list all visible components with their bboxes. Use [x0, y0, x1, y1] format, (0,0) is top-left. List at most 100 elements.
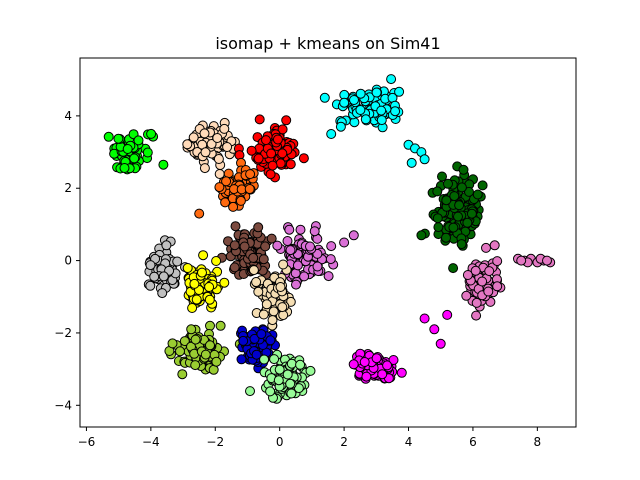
- data-point: [326, 241, 337, 252]
- data-point: [284, 224, 295, 235]
- data-point: [113, 133, 124, 144]
- data-point: [179, 336, 190, 347]
- data-point: [245, 386, 255, 397]
- data-point: [177, 369, 188, 380]
- data-point: [448, 263, 459, 274]
- data-point: [261, 135, 271, 146]
- data-point: [282, 236, 293, 246]
- data-point: [433, 222, 444, 233]
- data-point: [461, 290, 472, 301]
- data-point: [129, 153, 140, 164]
- data-point: [199, 128, 210, 139]
- data-point: [275, 158, 286, 169]
- data-point: [220, 197, 231, 208]
- data-point: [462, 217, 473, 228]
- data-point: [456, 182, 467, 193]
- x-axis: −6 −4 −2 0 2 4 6 8: [78, 427, 542, 449]
- data-point: [388, 355, 399, 365]
- data-point: [443, 178, 453, 189]
- data-point: [219, 277, 230, 288]
- data-point: [133, 135, 144, 146]
- data-point: [149, 271, 160, 282]
- data-point: [145, 280, 156, 291]
- x-tick-label: −2: [206, 435, 224, 449]
- data-point: [323, 271, 334, 282]
- data-point: [239, 241, 250, 252]
- data-point: [205, 340, 215, 351]
- data-point: [157, 288, 168, 299]
- data-point: [145, 260, 156, 271]
- data-point: [429, 324, 440, 335]
- data-point: [230, 221, 241, 232]
- data-point: [299, 271, 310, 282]
- data-point: [309, 226, 320, 237]
- data-point: [277, 302, 288, 313]
- data-point: [172, 256, 183, 267]
- data-point: [103, 131, 114, 142]
- data-point: [214, 182, 225, 193]
- data-point: [448, 222, 459, 233]
- data-point: [277, 148, 288, 159]
- data-point: [349, 95, 359, 105]
- data-point: [376, 115, 387, 126]
- data-point: [406, 157, 417, 168]
- data-point: [382, 360, 393, 371]
- data-point: [390, 106, 401, 117]
- data-point: [205, 320, 215, 331]
- data-point: [261, 299, 272, 310]
- data-point: [319, 92, 330, 103]
- data-point: [212, 133, 223, 143]
- data-point: [204, 294, 215, 305]
- data-point: [186, 324, 197, 335]
- data-point: [419, 313, 430, 324]
- data-point: [268, 306, 279, 317]
- data-point: [416, 230, 427, 241]
- data-point: [335, 121, 346, 132]
- data-point: [295, 224, 306, 235]
- data-point: [221, 176, 232, 187]
- data-point: [348, 230, 359, 241]
- data-point: [266, 233, 277, 244]
- data-point: [339, 97, 350, 108]
- data-point: [285, 378, 296, 389]
- data-point: [251, 277, 262, 287]
- data-point: [182, 139, 193, 150]
- data-point: [453, 211, 463, 222]
- data-point: [295, 359, 306, 370]
- data-point: [292, 260, 303, 271]
- data-point: [305, 241, 315, 252]
- data-point: [477, 276, 488, 287]
- data-point: [267, 315, 278, 326]
- data-point: [360, 114, 371, 125]
- data-point: [256, 329, 267, 340]
- x-tick-label: 8: [534, 435, 542, 449]
- y-tick-label: 4: [64, 109, 72, 123]
- data-point: [190, 334, 201, 345]
- data-point: [355, 88, 366, 99]
- data-point: [238, 335, 249, 346]
- plot-area-frame: [79, 57, 577, 428]
- data-point: [211, 356, 222, 367]
- data-point: [246, 145, 257, 156]
- y-tick-label: 2: [64, 181, 72, 195]
- points-layer: [103, 74, 556, 404]
- data-point: [259, 354, 270, 365]
- data-point: [229, 262, 240, 273]
- data-point: [161, 240, 172, 251]
- data-point: [483, 286, 494, 297]
- data-point: [471, 297, 482, 308]
- data-point: [326, 129, 337, 139]
- data-point: [470, 265, 481, 276]
- data-point: [146, 128, 157, 139]
- data-point: [278, 259, 289, 270]
- data-point: [229, 240, 240, 251]
- data-point: [213, 154, 224, 164]
- data-point: [275, 282, 286, 292]
- data-point: [471, 310, 482, 321]
- data-point: [355, 105, 366, 115]
- data-point: [194, 208, 205, 219]
- data-point: [167, 338, 178, 349]
- data-point: [204, 282, 215, 292]
- data-point: [265, 169, 276, 180]
